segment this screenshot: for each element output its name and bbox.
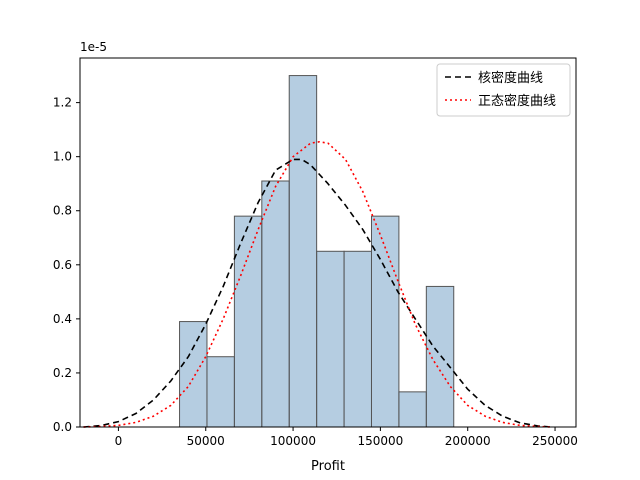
histogram-bar-3 (261, 180, 290, 428)
y-tick-label: 0.0 (53, 420, 72, 434)
x-axis-label: Profit (311, 459, 345, 474)
y-tick-label: 0.2 (53, 366, 72, 380)
kde-curve (83, 158, 552, 428)
y-offset-label: 1e-5 (80, 40, 107, 54)
histogram-bar-9 (425, 285, 455, 428)
legend: 核密度曲线 正态密度曲线 (436, 63, 571, 117)
plot-frame (79, 57, 577, 428)
legend-label-kde: 核密度曲线 (478, 70, 543, 86)
x-tick-label: 100000 (270, 434, 316, 448)
y-tick-label: 1.0 (53, 150, 72, 164)
x-axis-ticks: 0 50000 100000 150000 200000 250000 (115, 427, 578, 448)
y-tick-label: 0.4 (53, 312, 72, 326)
histogram-bar-8 (398, 391, 427, 428)
y-tick-label: 1.2 (53, 96, 72, 110)
histogram-bar-7 (370, 215, 400, 428)
histogram-bar-0 (179, 321, 208, 428)
x-tick-label: 250000 (532, 434, 578, 448)
histogram-bar-1 (206, 356, 235, 428)
x-tick-label: 200000 (445, 434, 491, 448)
x-tick-label: 50000 (187, 434, 225, 448)
histogram-bar-4 (288, 75, 318, 428)
x-tick-label: 0 (115, 434, 123, 448)
y-tick-label: 0.6 (53, 258, 72, 272)
histogram-bar-5 (316, 250, 345, 428)
y-tick-label: 0.8 (53, 204, 72, 218)
histogram-bar-6 (343, 250, 372, 428)
density-curves (83, 141, 552, 428)
normal-curve (83, 141, 552, 428)
x-tick-label: 150000 (357, 434, 403, 448)
histogram-bar-2 (233, 215, 263, 428)
histogram-bars (179, 75, 455, 428)
y-axis-ticks: 0.0 0.2 0.4 0.6 0.8 1.0 1.2 (53, 96, 80, 434)
legend-label-normal: 正态密度曲线 (478, 93, 556, 109)
